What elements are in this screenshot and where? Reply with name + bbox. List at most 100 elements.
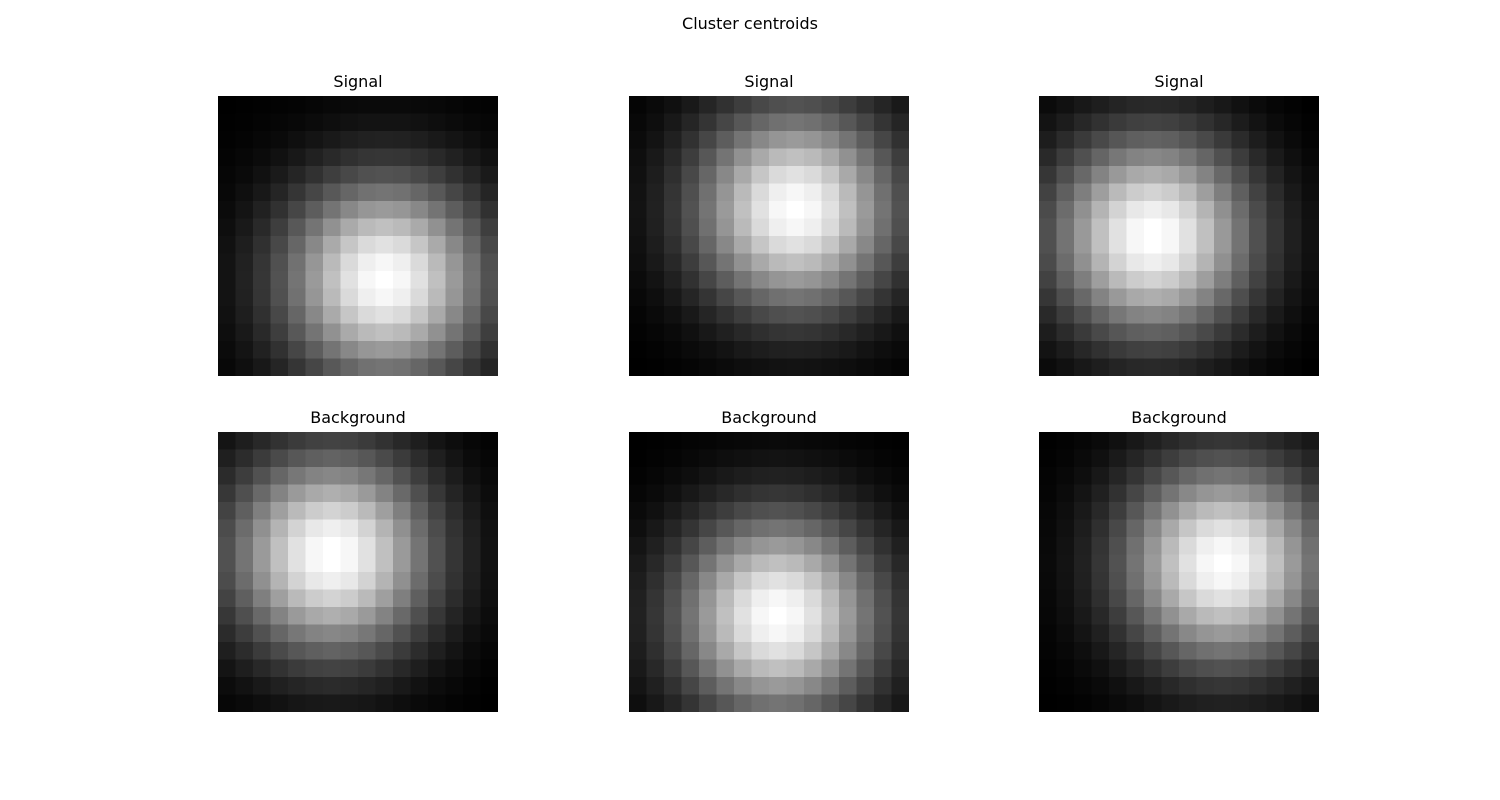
heatmap-cell — [1249, 677, 1267, 695]
heatmap-cell — [428, 358, 446, 376]
heatmap-cell — [821, 467, 840, 485]
heatmap-cell — [270, 537, 289, 555]
heatmap-cell — [1179, 271, 1197, 289]
heatmap-cell — [1231, 271, 1250, 289]
heatmap-cell — [1039, 341, 1057, 359]
heatmap-cell — [1196, 484, 1215, 503]
heatmap-cell — [1161, 624, 1180, 643]
heatmap-cell — [235, 96, 254, 114]
heatmap-cell — [1196, 306, 1215, 324]
heatmap-cell — [1301, 166, 1319, 184]
heatmap-cell — [891, 694, 909, 712]
heatmap-cell — [1056, 572, 1075, 590]
heatmap-cell — [821, 572, 840, 590]
heatmap-cell — [445, 148, 464, 167]
heatmap-cell — [1144, 131, 1162, 149]
heatmap-cell — [463, 271, 481, 289]
heatmap-cell — [1284, 694, 1302, 712]
heatmap-cell — [1284, 572, 1302, 590]
heatmap-cell — [769, 113, 787, 132]
heatmap-cell — [445, 554, 464, 573]
heatmap-cell — [428, 484, 446, 503]
heatmap-cell — [646, 323, 665, 342]
heatmap-cell — [323, 537, 341, 555]
heatmap-cell — [699, 148, 717, 167]
heatmap-cell — [629, 358, 647, 376]
heatmap-cell — [445, 589, 464, 608]
heatmap-cell — [874, 323, 892, 342]
heatmap-cell — [751, 624, 770, 643]
heatmap-cell — [786, 341, 805, 359]
heatmap-cell — [428, 341, 446, 359]
heatmap-cell — [804, 554, 822, 573]
heatmap-cell — [375, 519, 394, 538]
heatmap-cell — [1091, 519, 1110, 538]
heatmap-cell — [288, 358, 306, 376]
heatmap-cell — [393, 537, 411, 555]
heatmap-cell — [1284, 96, 1302, 114]
heatmap-cell — [358, 572, 376, 590]
heatmap-cell — [1144, 694, 1162, 712]
heatmap-cell — [646, 253, 665, 272]
heatmap-cell — [1179, 148, 1197, 167]
heatmap-cell — [1126, 271, 1145, 289]
heatmap-cell — [769, 271, 787, 289]
heatmap-cell — [1249, 537, 1267, 555]
heatmap-cell — [856, 323, 875, 342]
heatmap-cell — [629, 183, 647, 202]
heatmap-cell — [1249, 96, 1267, 114]
panel-title: Signal — [744, 72, 794, 91]
heatmap-cell — [358, 607, 376, 625]
heatmap-cell — [1039, 554, 1057, 573]
heatmap-cell — [804, 166, 822, 184]
panel-title: Signal — [333, 72, 383, 91]
heatmap-cell — [769, 484, 787, 503]
heatmap-cell — [1231, 502, 1250, 520]
heatmap-cell — [769, 694, 787, 712]
heatmap-cell — [305, 131, 324, 149]
heatmap-cell — [1214, 288, 1232, 307]
panel-title: Signal — [1154, 72, 1204, 91]
heatmap-cell — [1266, 131, 1285, 149]
heatmap-cell — [1214, 201, 1232, 219]
heatmap-cell — [804, 607, 822, 625]
heatmap-cell — [1074, 554, 1092, 573]
heatmap-cell — [1266, 306, 1285, 324]
heatmap-cell — [270, 218, 289, 237]
heatmap-cell — [253, 131, 271, 149]
heatmap-cell — [804, 341, 822, 359]
heatmap-cell — [463, 183, 481, 202]
heatmap-cell — [1109, 306, 1127, 324]
heatmap-cell — [375, 484, 394, 503]
heatmap-cell — [1249, 323, 1267, 342]
heatmap-cell — [1266, 148, 1285, 167]
heatmap-cell — [445, 253, 464, 272]
heatmap-cell — [769, 624, 787, 643]
heatmap-cell — [410, 341, 429, 359]
heatmap-cell — [1161, 554, 1180, 573]
heatmap-cell — [681, 148, 700, 167]
heatmap-cell — [1196, 358, 1215, 376]
heatmap-cell — [646, 131, 665, 149]
heatmap-cell — [1179, 341, 1197, 359]
heatmap-cell — [253, 572, 271, 590]
heatmap-cell — [1214, 467, 1232, 485]
heatmap-cell — [1144, 659, 1162, 678]
heatmap-cell — [769, 537, 787, 555]
heatmap-cell — [1179, 624, 1197, 643]
heatmap-cell — [358, 253, 376, 272]
heatmap-cell — [1091, 166, 1110, 184]
heatmap-cell — [821, 218, 840, 237]
heatmap-cell — [463, 572, 481, 590]
heatmap-cell — [804, 659, 822, 678]
heatmap-cell — [375, 323, 394, 342]
heatmap-cell — [1144, 218, 1162, 237]
heatmap-cell — [1231, 607, 1250, 625]
heatmap-cell — [769, 572, 787, 590]
heatmap-cell — [1301, 271, 1319, 289]
heatmap-cell — [1161, 519, 1180, 538]
heatmap-cell — [629, 607, 647, 625]
heatmap-cell — [856, 358, 875, 376]
heatmap-cell — [323, 572, 341, 590]
heatmap-cell — [393, 131, 411, 149]
